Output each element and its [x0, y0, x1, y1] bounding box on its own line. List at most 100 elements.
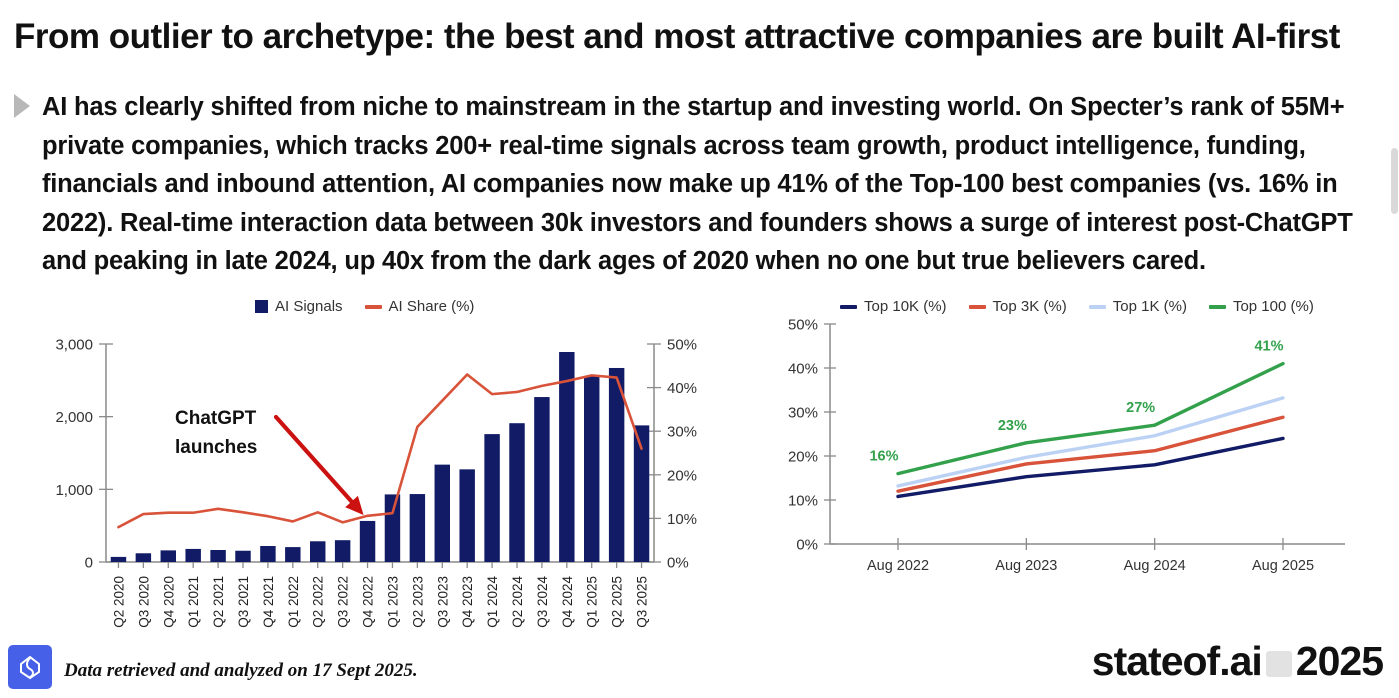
legend-item-top-10k: Top 10K (%): [840, 298, 947, 315]
left-y-tick-label: 1,000: [55, 482, 93, 499]
brand-badge-icon: [1265, 650, 1292, 677]
bar: [260, 546, 276, 562]
right-chart-y-tick-label: 20%: [788, 449, 818, 466]
bar: [110, 556, 127, 562]
x-tick-label: Q1 2022: [286, 576, 301, 628]
right-chart-y-tick-label: 50%: [788, 317, 818, 334]
data-label: 41%: [1254, 339, 1283, 355]
right-chart-x-tick-label: Aug 2022: [867, 558, 929, 574]
right-y-tick-label: 40%: [667, 380, 697, 397]
bar: [334, 540, 351, 562]
x-tick-label: Q4 2023: [460, 576, 475, 628]
x-tick-label: Q2 2024: [510, 576, 525, 628]
left-y-tick-label: 0: [85, 555, 93, 572]
data-label: 27%: [1126, 400, 1155, 416]
right-y-tick-label: 50%: [667, 337, 697, 354]
footer-note: Data retrieved and analyzed on 17 Sept 2…: [64, 660, 418, 681]
left-chart-svg: 0 1,000 2,000 3,000 0% 10% 20% 30% 40% 50% Q2 2020…: [55, 337, 697, 628]
right-y-tick-label: 0%: [667, 555, 689, 572]
x-tick-label: Q2 2021: [211, 576, 226, 628]
x-tick-label: Q2 2022: [311, 576, 326, 628]
ai-signals-chart: AI Signals AI Share (%) 0 1,000 2,000 3,000…: [40, 296, 740, 651]
right-y-tick-label: 30%: [667, 424, 697, 441]
bar: [608, 367, 625, 562]
x-tick-label: Q1 2021: [186, 576, 201, 628]
bar: [459, 469, 475, 562]
legend-label-ai-share: AI Share (%): [388, 298, 475, 315]
right-y-tick-label: 10%: [667, 511, 697, 528]
ai-share-by-rank-chart: Top 10K (%) Top 3K (%) Top 1K (%) Top 10…: [770, 296, 1370, 596]
legend-swatch-ai-signals: [255, 300, 268, 313]
bar: [534, 397, 550, 562]
legend-label-top-100: Top 100 (%): [1232, 298, 1314, 315]
x-tick-label: Q4 2022: [361, 576, 376, 628]
bar: [285, 547, 301, 562]
x-tick-label: Q2 2025: [610, 576, 625, 628]
x-tick-label: Q3 2023: [435, 576, 450, 628]
bar: [160, 550, 176, 562]
x-tick-label: Q4 2024: [560, 576, 575, 628]
annotation-label: launches: [175, 437, 257, 458]
stateof-ai-logo: [8, 645, 52, 689]
legend-item-top-1k: Top 1K (%): [1088, 298, 1187, 315]
left-y-tick-label: 3,000: [55, 337, 93, 354]
legend-swatch-top-1k: [1088, 304, 1106, 309]
brand-year: 2025: [1295, 638, 1384, 684]
page-title: From outlier to archetype: the best and …: [14, 17, 1340, 56]
bar: [135, 553, 152, 562]
data-label: 23%: [998, 418, 1027, 434]
bar: [210, 550, 226, 562]
body-paragraph: AI has clearly shifted from niche to mai…: [42, 93, 1353, 275]
right-y-tick-label: 20%: [667, 467, 697, 484]
series-line: [896, 415, 1285, 493]
x-tick-label: Q3 2025: [635, 576, 650, 628]
series-line: [896, 396, 1285, 488]
right-chart-svg: 0% 10% 20% 30% 40% 50% Aug 2022 Aug 2023 Aug 202…: [788, 317, 1345, 574]
legend-label-ai-signals: AI Signals: [275, 298, 343, 315]
x-tick-label: Q3 2022: [336, 576, 351, 628]
bar: [584, 375, 600, 562]
bar: [359, 520, 376, 562]
bar: [484, 434, 500, 562]
right-chart-x-tick-label: Aug 2024: [1124, 558, 1186, 574]
bar: [235, 550, 251, 562]
legend-item-top-3k: Top 3K (%): [968, 298, 1067, 315]
bar: [409, 494, 426, 562]
x-tick-label: Q1 2024: [485, 576, 500, 628]
bar: [559, 351, 575, 562]
x-tick-label: Q2 2023: [410, 576, 425, 628]
bar: [384, 494, 401, 562]
logo-glyph-icon: [20, 655, 40, 680]
bullet-block: AI has clearly shifted from niche to mai…: [14, 88, 1384, 281]
bar: [434, 464, 450, 562]
x-tick-label: Q3 2021: [236, 576, 251, 628]
annotation-label: ChatGPT: [175, 408, 257, 429]
legend-swatch-top-10k: [840, 304, 857, 309]
brand-mark-wrap: stateof.ai 2025: [1092, 638, 1384, 685]
legend-swatch-top-100: [1208, 304, 1226, 309]
bar: [185, 548, 201, 562]
legend-label-top-3k: Top 3K (%): [992, 298, 1067, 315]
series-line: [896, 361, 1285, 476]
bar: [509, 423, 525, 562]
right-chart-x-tick-label: Aug 2023: [995, 558, 1057, 574]
x-tick-label: Q3 2024: [535, 576, 550, 628]
legend-swatch-top-3k: [968, 304, 986, 309]
bar: [633, 425, 650, 562]
legend-swatch-ai-share: [364, 304, 382, 309]
x-tick-label: Q2 2020: [111, 576, 126, 628]
right-chart-y-tick-label: 30%: [788, 405, 818, 422]
series-line: [896, 436, 1285, 499]
x-tick-label: Q1 2023: [385, 576, 400, 628]
right-chart-y-tick-label: 40%: [788, 361, 818, 378]
page-scrollbar-thumb[interactable]: [1391, 148, 1398, 214]
chart-legend-right: Top 10K (%) Top 3K (%) Top 1K (%) Top 10…: [840, 298, 1314, 315]
triangle-bullet-icon: [14, 94, 30, 118]
legend-item-top-100: Top 100 (%): [1208, 298, 1314, 315]
x-tick-label: Q4 2020: [161, 576, 176, 628]
legend-label-top-1k: Top 1K (%): [1112, 298, 1187, 315]
bar: [310, 541, 326, 562]
legend-label-top-10k: Top 10K (%): [864, 298, 947, 315]
ai-share-line: [117, 373, 643, 529]
